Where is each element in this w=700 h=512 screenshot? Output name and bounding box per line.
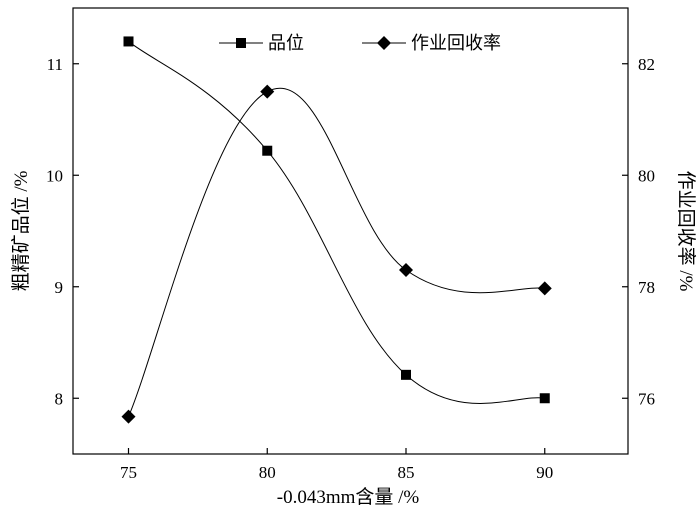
right-y-tick-labels: 76 78 80 82: [638, 55, 655, 409]
axis-ticks: [73, 63, 628, 454]
right-y-tick-label: 78: [638, 278, 655, 297]
data-point-recovery: [260, 84, 275, 99]
x-tick-labels: 75 80 85 90: [120, 463, 553, 482]
plot-frame: [72, 7, 629, 455]
data-point-grade: [401, 369, 411, 380]
x-tick-label: 90: [536, 463, 553, 482]
x-tick-label: 85: [398, 463, 415, 482]
left-y-tick-label: 8: [55, 389, 64, 408]
data-point-recovery: [121, 409, 136, 424]
legend-label-recovery: 作业回收率: [411, 33, 501, 53]
left-y-axis-title: 粗精矿品位 /%: [10, 170, 32, 291]
data-point-recovery: [399, 263, 413, 278]
right-y-axis-title: 作业回收率 /%: [675, 171, 697, 292]
left-y-tick-labels: 8 9 10 11: [46, 55, 63, 409]
series-curves: [128, 41, 545, 417]
data-point-grade: [262, 145, 273, 156]
right-y-tick-label: 80: [638, 166, 655, 185]
series-line-1: [128, 88, 545, 417]
left-y-tick-label: 9: [55, 278, 64, 297]
right-y-tick-label: 76: [638, 389, 655, 408]
left-y-tick-label: 11: [47, 55, 63, 74]
data-point-recovery: [537, 281, 552, 296]
legend-marker-grade: [236, 38, 246, 48]
legend: 品位 作业回收率: [219, 33, 501, 53]
left-y-tick-label: 10: [46, 166, 63, 185]
series-markers: [121, 36, 552, 424]
x-tick-label: 80: [259, 463, 276, 482]
legend-marker-recovery: [377, 36, 391, 50]
right-y-tick-label: 82: [638, 55, 655, 74]
x-tick-label: 75: [120, 463, 137, 482]
data-point-grade: [123, 36, 134, 47]
series-line-0: [128, 41, 545, 404]
x-axis-title: -0.043mm含量 /%: [277, 486, 420, 508]
legend-label-grade: 品位: [268, 33, 304, 53]
data-point-grade: [539, 393, 550, 404]
